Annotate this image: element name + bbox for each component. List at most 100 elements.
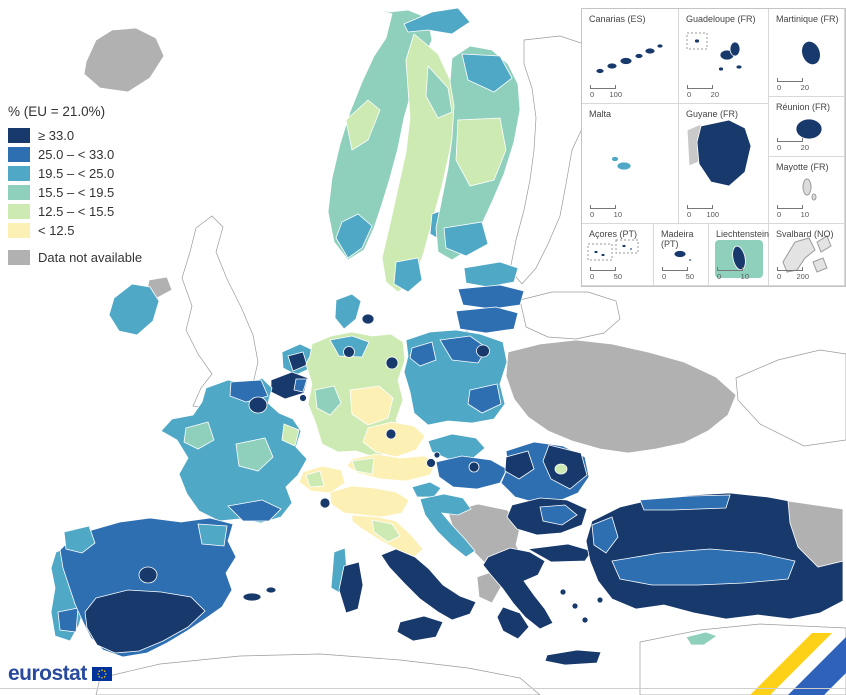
scale-bar: 0 20 xyxy=(687,85,719,99)
legend-item: < 12.5 xyxy=(8,223,142,238)
inset-mayotte: Mayotte (FR) 0 10 xyxy=(769,157,845,224)
legend-item: 19.5 – < 25.0 xyxy=(8,166,142,181)
country-romania xyxy=(500,441,590,504)
scale-bar: 0 10 xyxy=(717,267,749,281)
legend-swatch-class1 xyxy=(8,128,30,143)
inset-label: Liechtenstein xyxy=(716,229,770,239)
inset-reunion: Réunion (FR) 0 20 xyxy=(769,97,845,157)
region-north-africa xyxy=(95,653,541,695)
inset-label: Mayotte (FR) xyxy=(776,162,829,172)
scale-bar: 0 10 xyxy=(590,205,622,219)
scale-bar: 0 20 xyxy=(777,138,809,152)
eurostat-logo: eurostat xyxy=(8,662,112,686)
country-austria xyxy=(346,453,438,482)
reunion-map xyxy=(795,118,823,140)
legend-swatch-class2 xyxy=(8,147,30,162)
country-greece xyxy=(482,543,604,666)
country-ireland xyxy=(108,283,160,336)
country-switzerland xyxy=(298,465,346,494)
country-italy xyxy=(319,485,477,642)
malta-map xyxy=(611,156,632,171)
legend-item: ≥ 33.0 xyxy=(8,128,142,143)
legend-swatch-class4 xyxy=(8,185,30,200)
legend-item-label: < 12.5 xyxy=(38,223,75,238)
country-finland xyxy=(435,45,521,261)
inset-acores: Açores (PT) 0 50 xyxy=(582,224,654,286)
country-denmark xyxy=(334,293,375,330)
inset-label: Açores (PT) xyxy=(589,229,638,239)
mayotte-map xyxy=(802,178,817,201)
inset-malta: Malta 0 10 xyxy=(582,104,679,224)
inset-guadeloupe: Guadeloupe (FR) 0 20 xyxy=(679,9,769,104)
legend-no-data-label: Data not available xyxy=(38,250,143,265)
martinique-map xyxy=(801,40,821,66)
country-bulgaria xyxy=(506,497,588,536)
inset-label: Guadeloupe (FR) xyxy=(686,14,756,24)
legend-item: 15.5 – < 19.5 xyxy=(8,185,142,200)
legend-swatch-class5 xyxy=(8,204,30,219)
footer-divider xyxy=(0,688,846,689)
inset-label: Réunion (FR) xyxy=(776,102,831,112)
legend-item-label: 15.5 – < 19.5 xyxy=(38,185,115,200)
country-poland xyxy=(403,329,508,426)
acores-map xyxy=(587,239,639,261)
country-slovakia xyxy=(427,433,486,460)
legend-swatch-class6 xyxy=(8,223,30,238)
inset-label: Canarias (ES) xyxy=(589,14,646,24)
scale-bar: 0 20 xyxy=(777,78,809,92)
legend-item-no-data: Data not available xyxy=(8,250,142,265)
legend-item-label: ≥ 33.0 xyxy=(38,128,75,143)
legend-item-label: 19.5 – < 25.0 xyxy=(38,166,115,181)
legend-title: % (EU = 21.0%) xyxy=(8,104,106,119)
inset-martinique: Martinique (FR) 0 20 xyxy=(769,9,845,97)
inset-label: Svalbard (NO) xyxy=(776,229,834,239)
scale-bar: 0 100 xyxy=(687,205,719,219)
inset-guyane: Guyane (FR) 0 100 xyxy=(679,104,769,224)
inset-label: Guyane (FR) xyxy=(686,109,739,119)
country-slovenia xyxy=(411,481,442,498)
inset-label: Madeira (PT) xyxy=(661,229,694,249)
map-legend: % (EU = 21.0%) ≥ 33.0 25.0 – < 33.0 19.5… xyxy=(8,104,142,269)
country-lithuania xyxy=(455,306,519,334)
country-cyprus xyxy=(685,631,718,646)
inset-madeira: Madeira (PT) 0 50 xyxy=(654,224,709,286)
svalbard-map xyxy=(782,235,832,273)
eu-flag-icon xyxy=(91,667,112,681)
legend-swatch-no-data xyxy=(8,250,30,265)
inset-canarias: Canarias (ES) 0 100 xyxy=(582,9,679,104)
country-turkey xyxy=(585,492,844,620)
scale-bar: 0 50 xyxy=(662,267,694,281)
inset-svalbard: Svalbard (NO) 0 200 xyxy=(769,224,845,286)
country-spain xyxy=(59,517,277,658)
guadeloupe-map xyxy=(686,32,743,72)
legend-item: 25.0 – < 33.0 xyxy=(8,147,142,162)
country-belgium-luxembourg xyxy=(270,371,309,402)
legend-item: 12.5 – < 15.5 xyxy=(8,204,142,219)
liechtenstein-map xyxy=(732,245,746,271)
inset-label: Martinique (FR) xyxy=(776,14,839,24)
country-iceland xyxy=(83,27,165,93)
country-ukraine xyxy=(505,339,737,454)
country-norway xyxy=(327,7,471,261)
corner-ribbons xyxy=(750,633,846,695)
country-hungary xyxy=(435,455,508,490)
guyane-map xyxy=(686,119,752,187)
canarias-map xyxy=(595,43,664,74)
country-latvia xyxy=(457,284,525,310)
scale-bar: 0 50 xyxy=(590,267,622,281)
legend-item-label: 25.0 – < 33.0 xyxy=(38,147,115,162)
scale-bar: 0 10 xyxy=(777,205,809,219)
legend-item-label: 12.5 – < 15.5 xyxy=(38,204,115,219)
eurostat-wordmark: eurostat xyxy=(8,662,87,685)
country-croatia xyxy=(419,493,476,558)
madeira-map xyxy=(673,250,692,262)
scale-bar: 0 100 xyxy=(590,85,622,99)
country-estonia xyxy=(463,261,519,288)
legend-swatch-class3 xyxy=(8,166,30,181)
inset-liechtenstein: Liechtenstein 0 10 xyxy=(709,224,769,286)
inset-label: Malta xyxy=(589,109,612,119)
country-czechia xyxy=(362,421,426,458)
